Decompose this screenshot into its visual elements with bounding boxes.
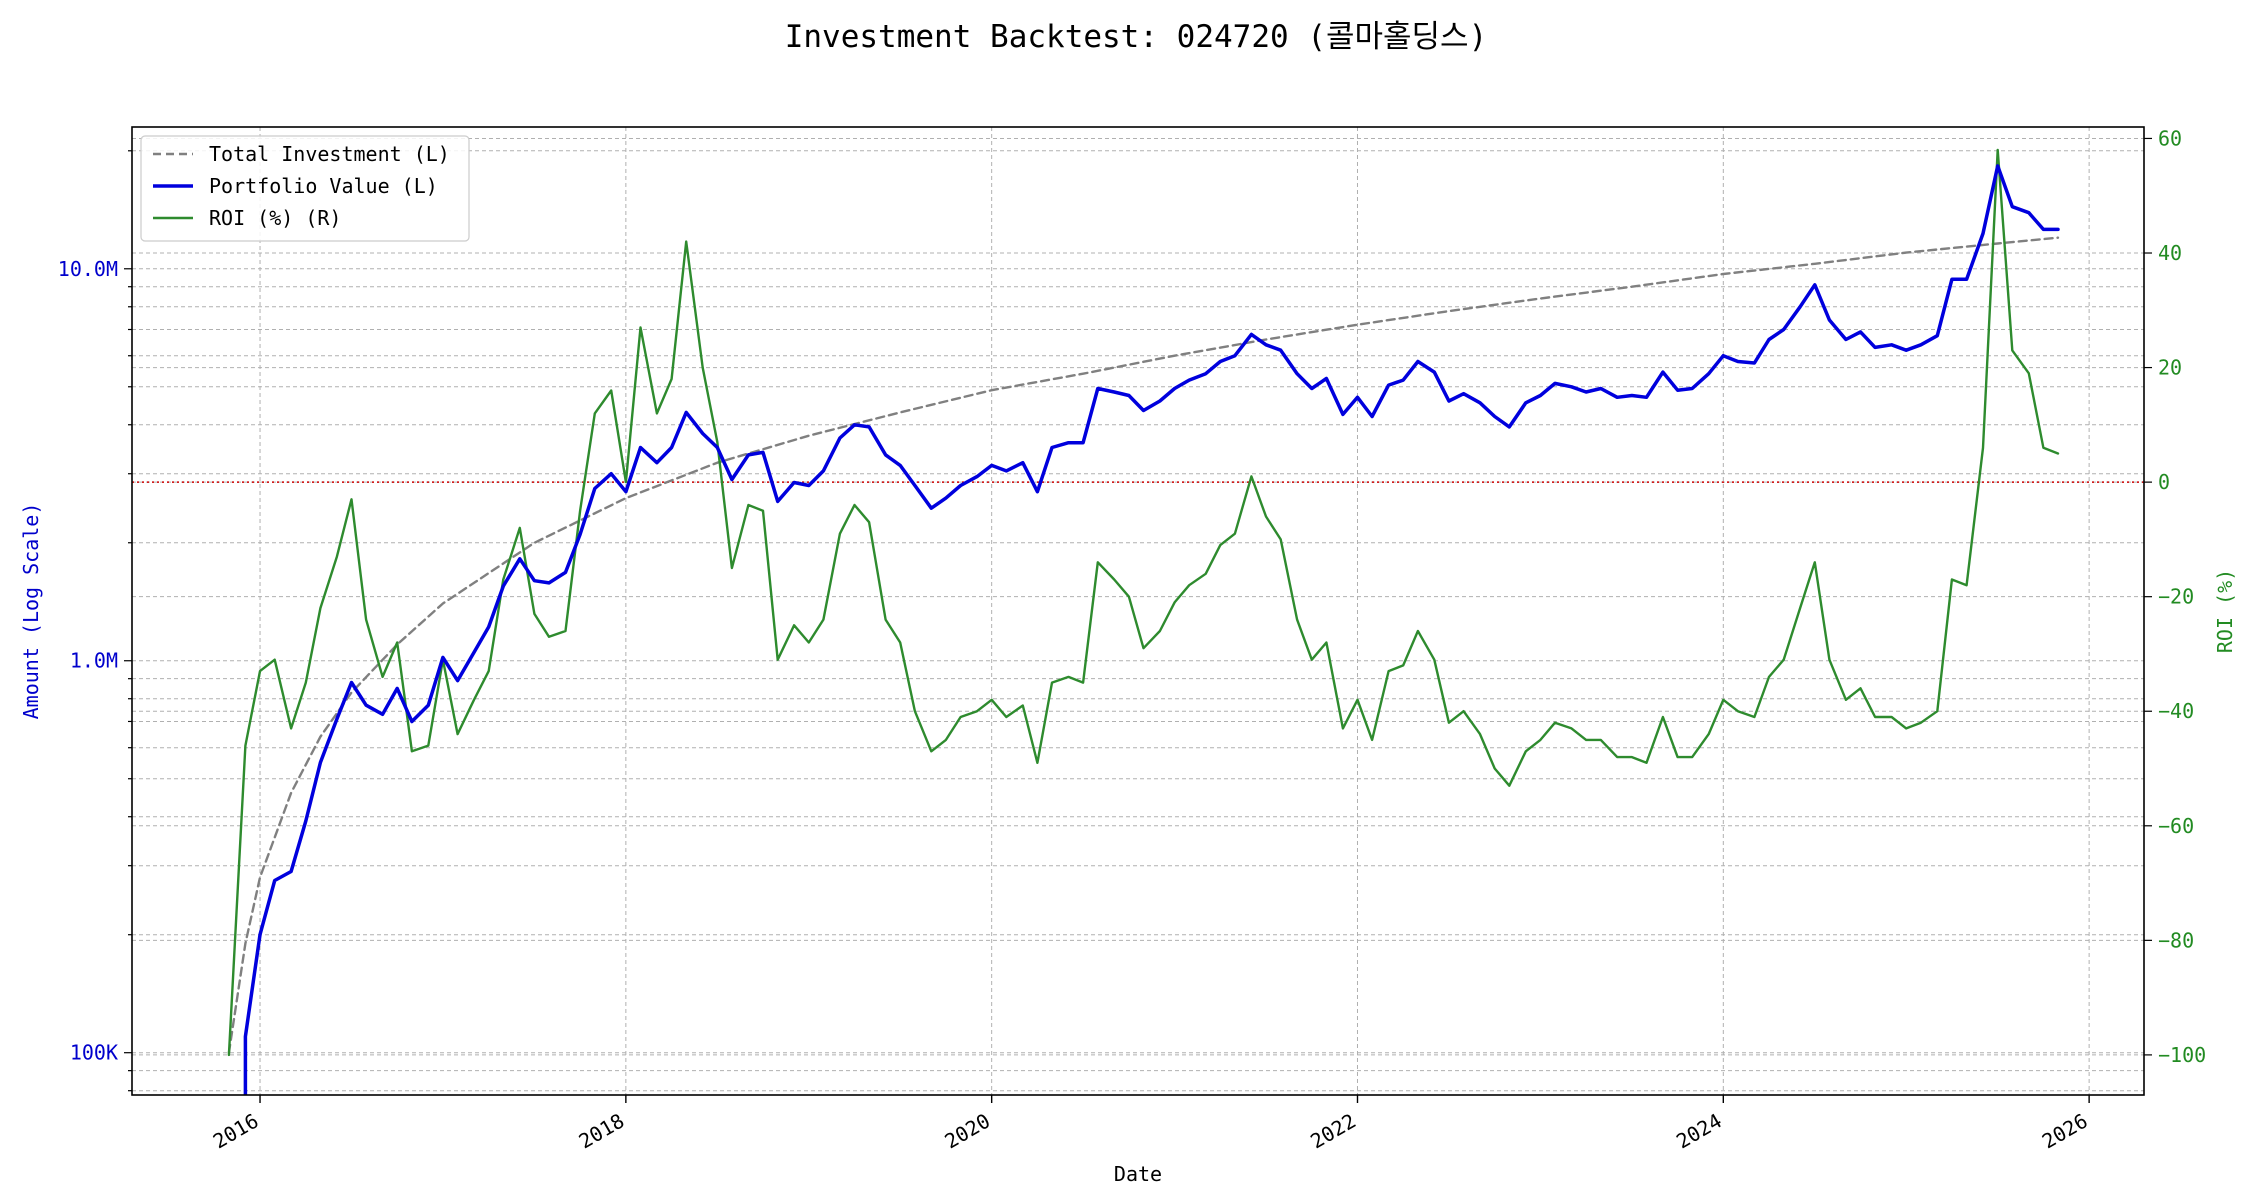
y-right-tick-label: −20 xyxy=(2158,585,2194,609)
x-axis: 2016 2018 2020 2022 2024 2026 xyxy=(209,1095,2092,1153)
y-right-tick-label: 20 xyxy=(2158,356,2182,380)
total-investment-line xyxy=(227,236,2060,1054)
legend-label-portfolio: Portfolio Value (L) xyxy=(209,174,438,198)
chart-title: Investment Backtest: 024720 (콜마홀딩스) xyxy=(785,19,1488,55)
x-axis-label: Date xyxy=(1114,1162,1162,1186)
y-axis-left: 100K 1.0M 10.0M xyxy=(58,150,132,1092)
y-axis-right: 60 40 20 0 −20 −40 −60 −80 −100 xyxy=(2144,126,2206,1067)
series-lines xyxy=(227,148,2060,1095)
x-tick-label: 2016 xyxy=(209,1109,263,1154)
y-axis-left-label: Amount (Log Scale) xyxy=(19,503,43,720)
legend-label-investment: Total Investment (L) xyxy=(209,142,450,166)
portfolio-value-line xyxy=(243,164,2060,1095)
y-right-tick-label: −60 xyxy=(2158,814,2194,838)
x-tick-label: 2024 xyxy=(1672,1109,1726,1154)
x-tick-label: 2020 xyxy=(940,1109,994,1154)
y-left-tick-label: 100K xyxy=(70,1041,118,1065)
roi-line xyxy=(227,148,2060,1057)
y-right-tick-label: 60 xyxy=(2158,126,2182,150)
legend-box xyxy=(140,135,470,242)
x-tick-label: 2026 xyxy=(2038,1109,2092,1154)
y-axis-right-label: ROI (%) xyxy=(2213,569,2237,653)
y-right-tick-label: −80 xyxy=(2158,928,2194,952)
grid-lines xyxy=(132,127,2144,1095)
x-tick-label: 2018 xyxy=(575,1109,629,1154)
plot-frame xyxy=(131,126,2145,1096)
y-right-tick-label: 0 xyxy=(2158,470,2170,494)
x-tick-label: 2022 xyxy=(1306,1109,1360,1154)
y-right-tick-label: −40 xyxy=(2158,699,2194,723)
y-left-tick-label: 10.0M xyxy=(58,257,118,281)
y-left-tick-label: 1.0M xyxy=(70,649,118,673)
y-right-tick-label: 40 xyxy=(2158,241,2182,265)
legend: Total Investment (L) Portfolio Value (L)… xyxy=(140,135,470,242)
legend-label-roi: ROI (%) (R) xyxy=(209,206,341,230)
y-right-tick-label: −100 xyxy=(2158,1043,2206,1067)
